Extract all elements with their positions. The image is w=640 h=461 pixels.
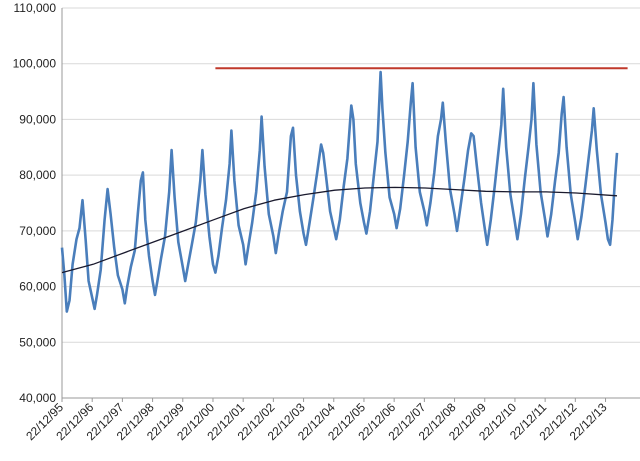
y-tick-label: 60,000 (19, 280, 56, 294)
series-group (60, 67, 628, 313)
series-trend-line (61, 186, 618, 274)
series-data-line (60, 70, 619, 313)
y-tick-label: 70,000 (19, 224, 56, 238)
axes (61, 8, 640, 399)
y-tick-label: 90,000 (19, 112, 56, 126)
x-axis-ticks: 22/12/9522/12/9622/12/9722/12/9822/12/99… (23, 398, 610, 443)
y-tick-label: 50,000 (19, 335, 56, 349)
y-tick-label: 80,000 (19, 168, 56, 182)
gridlines (62, 7, 640, 343)
y-tick-label: 110,000 (14, 1, 57, 15)
y-tick-label: 100,000 (13, 57, 57, 71)
y-axis-ticks: 40,000 50,000 60,000 70,000 80,000 90,000 100,… (13, 1, 57, 405)
y-tick-label: 40,000 (19, 391, 56, 405)
